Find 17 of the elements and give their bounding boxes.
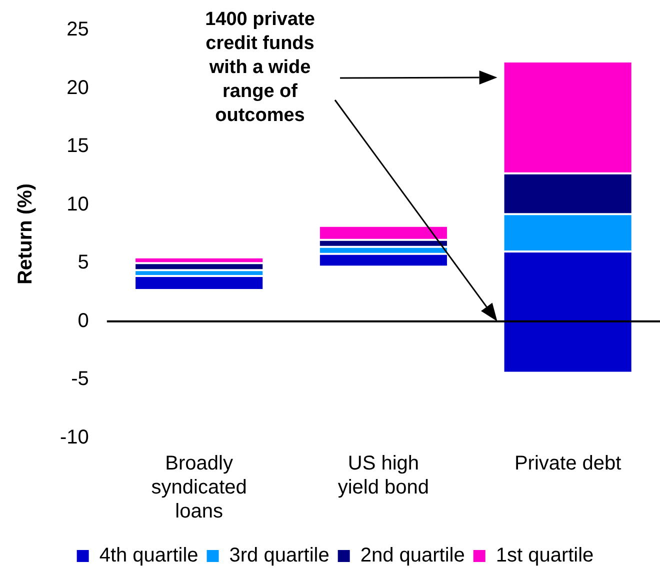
y-tick-label: 15 (66, 135, 89, 158)
y-tick-label: 20 (66, 76, 89, 99)
y-tick-label: -5 (71, 368, 89, 390)
annotation: 1400 private credit funds with a wide range of outcomes (185, 8, 335, 128)
x-tick-label: Broadly syndicated loans (151, 452, 247, 523)
legend-label: 1st quartile (496, 544, 594, 567)
x-tick-label: Private debt (514, 452, 622, 475)
y-tick-label: -10 (60, 426, 89, 449)
legend-label: 3rd quartile (229, 544, 330, 567)
y-tick-label: 0 (78, 310, 89, 332)
legend-label: 2nd quartile (360, 544, 465, 567)
y-tick-label: 25 (66, 18, 89, 41)
legend-label: 4th quartile (99, 544, 198, 567)
y-axis-title: Return (%) (14, 183, 37, 285)
x-tick-label: US high yield bond (338, 452, 430, 499)
y-tick-label: 5 (78, 252, 89, 274)
y-tick-label: 10 (66, 193, 89, 216)
